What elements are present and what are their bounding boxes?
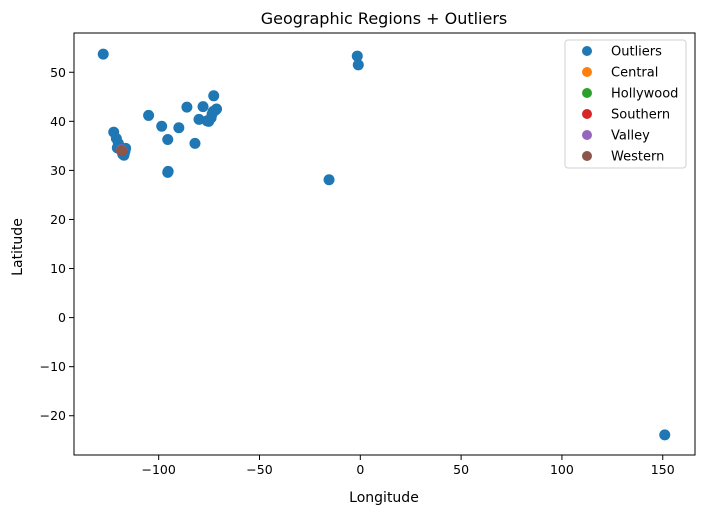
y-tick-label: 10 xyxy=(50,261,66,276)
data-point xyxy=(162,133,174,145)
data-point xyxy=(116,145,128,157)
data-point xyxy=(189,137,201,149)
data-point xyxy=(156,120,168,132)
y-tick-label: 20 xyxy=(50,212,66,227)
x-tick-label: −100 xyxy=(142,462,176,477)
legend-label: Outliers xyxy=(611,45,662,60)
legend-label: Central xyxy=(611,66,658,81)
x-tick-label: 100 xyxy=(550,462,574,477)
chart-title: Geographic Regions + Outliers xyxy=(261,9,508,28)
legend-marker xyxy=(582,109,592,119)
data-point xyxy=(197,101,209,113)
legend-label: Southern xyxy=(611,108,670,123)
y-tick-label: −20 xyxy=(40,408,66,423)
legend-marker xyxy=(582,130,592,140)
x-tick-label: 50 xyxy=(453,462,469,477)
data-point xyxy=(208,90,220,102)
data-point xyxy=(162,165,174,177)
y-tick-label: −10 xyxy=(40,359,66,374)
x-axis: −100 −50 0 50 100 150 xyxy=(142,455,675,477)
data-point xyxy=(143,109,155,121)
legend-box xyxy=(564,39,687,169)
data-point xyxy=(181,101,193,113)
plot-frame xyxy=(73,32,696,456)
legend: Outliers Central Hollywood Southern Valley We… xyxy=(564,39,687,169)
legend-marker xyxy=(582,46,592,56)
y-tick-label: 50 xyxy=(50,65,66,80)
legend-marker xyxy=(582,88,592,98)
legend-marker xyxy=(582,151,592,161)
legend-label: Valley xyxy=(611,129,650,144)
legend-marker xyxy=(582,67,592,77)
y-axis: −20 −10 0 10 20 30 40 50 xyxy=(40,65,74,423)
y-axis-label: Latitude xyxy=(10,218,26,276)
data-point xyxy=(173,122,185,134)
data-point xyxy=(211,103,223,115)
data-point xyxy=(351,50,363,62)
data-point xyxy=(659,429,671,441)
data-point xyxy=(97,48,109,60)
legend-label: Western xyxy=(611,150,664,165)
x-tick-label: 0 xyxy=(356,462,364,477)
x-axis-label: Longitude xyxy=(349,490,419,506)
y-tick-label: 40 xyxy=(50,114,66,129)
y-tick-label: 30 xyxy=(50,163,66,178)
data-point xyxy=(323,174,335,186)
x-tick-label: −50 xyxy=(246,462,272,477)
y-tick-label: 0 xyxy=(58,310,66,325)
x-tick-label: 150 xyxy=(651,462,675,477)
data-point xyxy=(352,59,364,71)
legend-label: Hollywood xyxy=(611,87,678,102)
plot-area xyxy=(73,32,696,456)
